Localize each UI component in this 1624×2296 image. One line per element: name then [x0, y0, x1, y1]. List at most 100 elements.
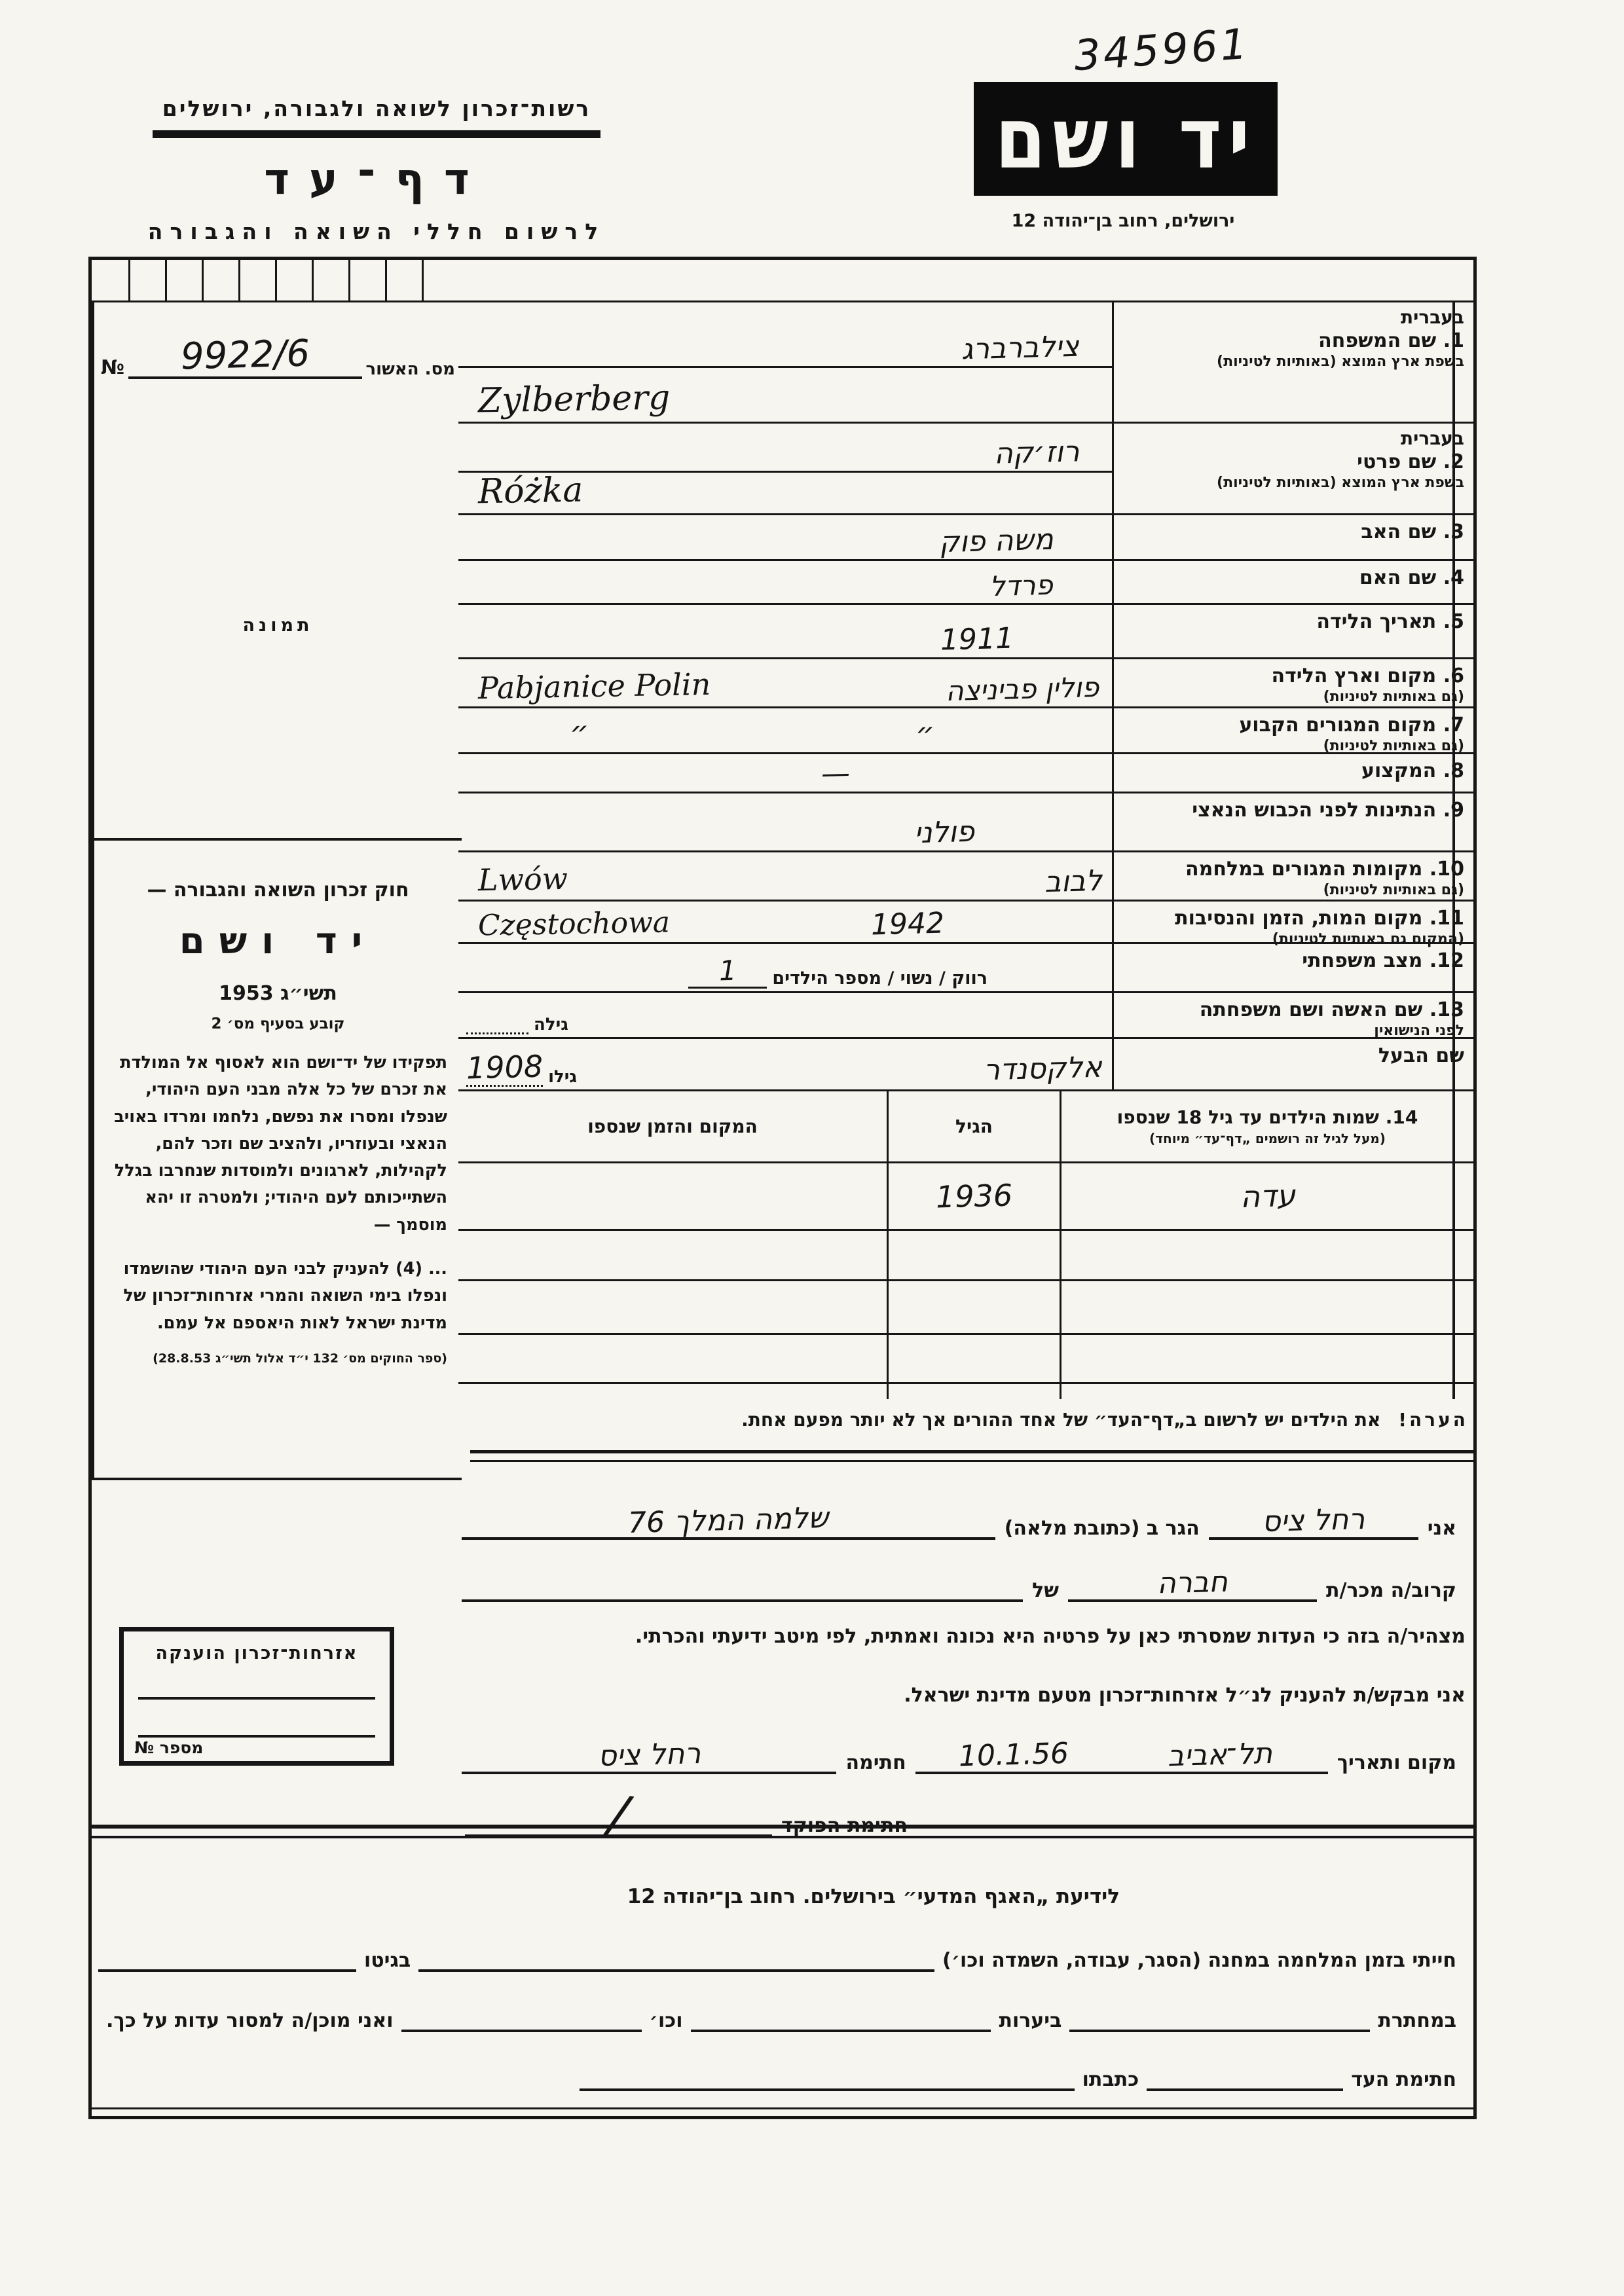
child-place-cell [458, 1281, 887, 1335]
of-label: של [1032, 1579, 1060, 1602]
child-place-cell [458, 1163, 887, 1231]
children-table: 14. שמות הילדים עד גיל 18 שנספו (מעל לגי… [458, 1091, 1473, 1399]
place-header-text: המקום והזמן שנספו [587, 1116, 758, 1137]
husband-age-handwritten: 1908 [466, 1048, 544, 1086]
field-sublabel: בשפת ארץ המוצא (באותיות לטיניות) [1217, 354, 1464, 370]
field-sublabel: (גם באותיות לטיניות) [1323, 738, 1464, 754]
wartime-residence-hebrew-handwritten: לבוב [1044, 864, 1103, 900]
children-names-column: 14. שמות הילדים עד גיל 18 שנספו (מעל לגי… [1060, 1091, 1473, 1399]
child-place-cell [458, 1231, 887, 1281]
note-label: הערה! [1398, 1409, 1468, 1430]
field-sublabel: (גם באותיות לטיניות) [1323, 882, 1464, 898]
note-line: הערה! את הילדים יש לרשום ב„דף־העד״ של אח… [471, 1409, 1468, 1430]
ghetto-label: בגיטו [363, 1949, 411, 1972]
etc-blank [401, 2030, 642, 2032]
birth-place-latin-handwritten: Pabjanice Polin [477, 666, 711, 706]
field-row-birth-place: 6. מקום וארץ הלידה (גם באותיות לטיניות) … [458, 659, 1473, 708]
wife-age-label: גילה [534, 1015, 568, 1034]
field-label-text: מקום המות, הזמן והנסיבות [1175, 907, 1423, 930]
profession-dash-handwritten: — [821, 756, 851, 791]
form-subtitle: לרשום חללי השואה והגבורה [147, 219, 606, 244]
field-row-first-name: בעברית 2. שם פרטי בשפת ארץ המוצא (באותיו… [458, 424, 1473, 515]
answer-line-hebrew: צילברברג [458, 302, 1112, 369]
hebrew-tag: בעברית [1400, 428, 1464, 449]
options-text: רווק / נשוי / מספר הילדים [772, 968, 987, 989]
wife-age-blank [466, 1032, 528, 1034]
file-number-handwritten: 345961 [1072, 20, 1251, 81]
field-label: 6. מקום וארץ הלידה [1118, 665, 1464, 687]
field-label: 1. שם המשפחה [1118, 329, 1464, 352]
date-blank: 10.1.56 [915, 1737, 1112, 1774]
law-title-line2: יד ושם [179, 920, 377, 962]
declarant-line: אני רחל ציס הגר ב (כתובת מלאה) שלמה המלך… [462, 1501, 1466, 1540]
child-name-cell [1061, 1281, 1473, 1335]
field-number: 11. [1429, 907, 1464, 930]
answer-cell-death-place: 1942 Częstochowa [458, 902, 1112, 942]
child-age-cell: 1936 [889, 1163, 1060, 1231]
header-rule [153, 130, 600, 138]
family-name-latin-handwritten: Zylberberg [477, 378, 671, 421]
testify-label: ואני מוכן/ה למסור עדות על כך. [106, 2009, 394, 2032]
children-count-blank: 1 [688, 955, 767, 989]
form-body: מס. האשור 9922/6 № תמונה חוק זכרון השואה… [88, 257, 1477, 2119]
field-sublabel: (המקום גם באותיות לטיניות) [1272, 931, 1464, 947]
number-symbol: № [101, 356, 125, 379]
field-row-family-status: 12. מצב משפחתי רווק / נשוי / מספר הילדים… [458, 944, 1473, 993]
witness-address-label: כתבתו [1082, 2068, 1139, 2091]
children-place-header: המקום והזמן שנספו [458, 1091, 887, 1163]
label-cell-wife-name: 13. שם האשה ושם משפחתה לפני הנישואין [1112, 993, 1473, 1039]
authority-line: רשות־זכרון לשואה ולגבורה, ירושלים [162, 96, 591, 121]
field-label-text: שם פרטי [1357, 450, 1437, 473]
field-row-husband-name: שם הבעל אלקסנדר גילו 1908 [458, 1039, 1473, 1091]
label-cell-father-name: 3. שם האב [1112, 515, 1473, 559]
birth-date-handwritten: 1911 [940, 621, 1014, 657]
form-header: רשות־זכרון לשואה ולגבורה, ירושלים דף־עד … [147, 96, 606, 244]
children-names-header: 14. שמות הילדים עד גיל 18 שנספו (מעל לגי… [1061, 1091, 1473, 1163]
of-blank [462, 1599, 1024, 1602]
scientific-division-info-line: לידיעת „האגף המדעי״ בירושלים. רחוב בן־יה… [627, 1885, 1120, 1908]
note-text: את הילדים יש לרשום ב„דף־העד״ של אחד ההור… [741, 1409, 1381, 1430]
answer-cell-permanent-residence: ״ ״ [458, 708, 1112, 752]
field-label: 12. מצב משפחתי [1118, 949, 1464, 972]
memorial-citizenship-stamp-box: אזרחות־זכרון הוענקה № מספר [119, 1627, 394, 1766]
strip-cell [128, 260, 165, 301]
answer-cell-wartime-residence: לבוב Lwów [458, 852, 1112, 900]
answer-cell-first-name: רוז׳קה Różka [458, 424, 1112, 513]
wartime-residence-latin-handwritten: Lwów [477, 860, 568, 898]
mother-name-handwritten: פרדל [989, 568, 1054, 603]
field-row-permanent-residence: 7. מקום המגורים הקבוע (גם באותיות לטיניו… [458, 708, 1473, 754]
ghetto-blank [98, 1969, 356, 1972]
section-divider [470, 1450, 1473, 1462]
label-cell-family-status: 12. מצב משפחתי [1112, 944, 1473, 991]
field-number: 13. [1429, 998, 1464, 1021]
field-label: 13. שם האשה ושם משפחתה [1118, 998, 1464, 1021]
child-age-cell [889, 1281, 1060, 1335]
first-name-hebrew-handwritten: רוז׳קה [993, 435, 1080, 471]
relation-handwritten: חברה [1156, 1565, 1228, 1601]
field-label-text: שם האם [1359, 566, 1437, 589]
approval-value-line: 9922/6 [128, 332, 362, 379]
law-footnote: (ספר החוקים מס׳ 132 י״ד אלול תשי״ג 28.8.… [153, 1351, 447, 1366]
answer-cell-birth-place: פולין פביניצה Pabjanice Polin [458, 659, 1112, 707]
form-title: דף־עד [264, 154, 489, 204]
children-age-header: הגיל [889, 1091, 1060, 1163]
label-cell-birth-place: 6. מקום וארץ הלידה (גם באותיות לטיניות) [1112, 659, 1473, 706]
stamp-line [138, 1735, 375, 1738]
request-line: אני מבקש/ת להעניק לנ״ל אזרחות־זכרון מטעם… [904, 1684, 1466, 1707]
children-age-column: הגיל 1936 [887, 1091, 1060, 1399]
i-label: אני [1427, 1517, 1456, 1540]
strip-cell [202, 260, 238, 301]
field-row-citizenship: 9. הנתינות לפני הכבוש הנאצי פולני [458, 793, 1473, 852]
field-label-text: תאריך הלידה [1316, 610, 1437, 633]
field-row-birth-date: 5. תאריך הלידה 1911 [458, 605, 1473, 659]
field-label: 7. מקום המגורים הקבוע [1118, 714, 1464, 737]
field-label-text: מצב משפחתי [1302, 949, 1423, 972]
witness-signature-line: חתימת העד כתבתו [580, 2068, 1464, 2091]
field-row-wife-name: 13. שם האשה ושם משפחתה לפני הנישואין גיל… [458, 993, 1473, 1039]
age-header-text: הגיל [955, 1116, 993, 1137]
strip-cell [275, 260, 312, 301]
address-line: ירושלים, רחוב בן־יהודה 12 [1011, 211, 1235, 231]
declarant-address-blank: שלמה המלך 76 [462, 1501, 995, 1540]
wife-age-group: גילה [466, 1015, 568, 1034]
